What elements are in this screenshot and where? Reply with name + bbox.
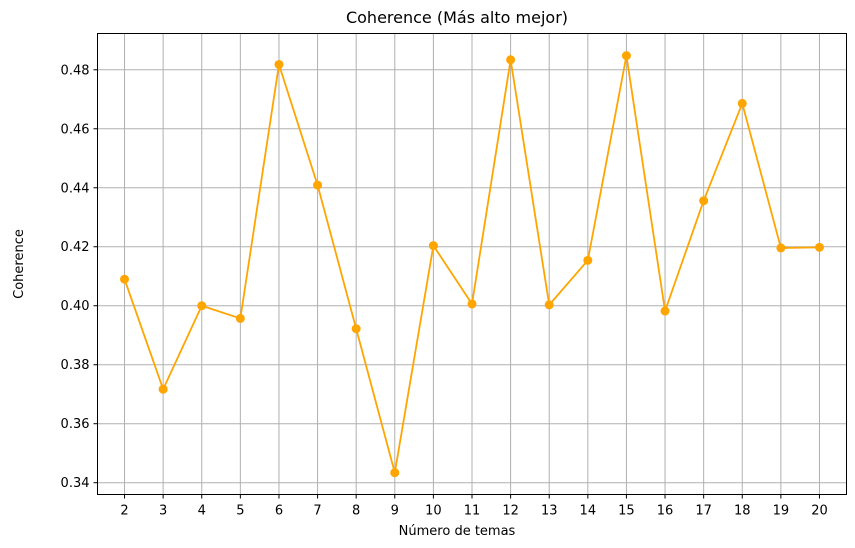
x-tick-label: 18 [734,504,751,519]
plot-frame [97,33,847,495]
data-point [235,313,245,323]
x-tick-label: 8 [352,504,360,519]
chart-title: Coherence (Más alto mejor) [346,8,568,27]
data-point [467,299,477,309]
series-layer [120,51,824,478]
data-point [506,55,516,65]
x-tick-label: 2 [120,504,128,519]
x-tick-label: 9 [391,504,399,519]
y-tick-label: 0.44 [61,181,90,196]
x-tick-label: 14 [580,504,597,519]
data-point [428,241,438,251]
data-point [814,242,824,252]
x-tick-label: 15 [618,504,635,519]
x-tick-label: 3 [159,504,167,519]
y-tick-label: 0.38 [61,358,90,373]
x-tick-label: 20 [811,504,828,519]
data-point [120,274,130,284]
data-point [351,324,361,334]
data-point [274,59,284,69]
x-tick-label: 17 [695,504,712,519]
ticks: 2 3 4 5 6 7 8 9 10 11 12 13 14 15 16 17 18 19 20 0.34 0.36 0.… [61,63,828,518]
data-point [621,51,631,61]
x-tick-label: 6 [275,504,283,519]
x-tick-label: 19 [773,504,790,519]
x-tick-label: 12 [502,504,519,519]
x-axis-label: Número de temas [399,524,516,539]
data-point [544,300,554,310]
data-point [737,98,747,108]
data-point [158,384,168,394]
data-point [583,255,593,265]
data-point [313,180,323,190]
x-tick-label: 4 [198,504,206,519]
y-axis-label: Coherence [12,229,27,299]
y-tick-label: 0.48 [61,63,90,78]
data-point [776,243,786,253]
y-tick-label: 0.42 [61,240,90,255]
x-tick-label: 16 [657,504,674,519]
y-tick-label: 0.34 [61,476,90,491]
data-point [390,468,400,478]
data-point [660,306,670,316]
x-tick-label: 11 [464,504,481,519]
y-tick-label: 0.46 [61,122,90,137]
x-tick-label: 5 [236,504,244,519]
x-tick-label: 13 [541,504,558,519]
data-point [197,301,207,311]
y-tick-label: 0.40 [61,299,90,314]
x-tick-label: 7 [313,504,321,519]
x-tick-label: 10 [425,504,442,519]
data-point [699,196,709,206]
grid [97,33,847,495]
y-tick-label: 0.36 [61,417,90,432]
